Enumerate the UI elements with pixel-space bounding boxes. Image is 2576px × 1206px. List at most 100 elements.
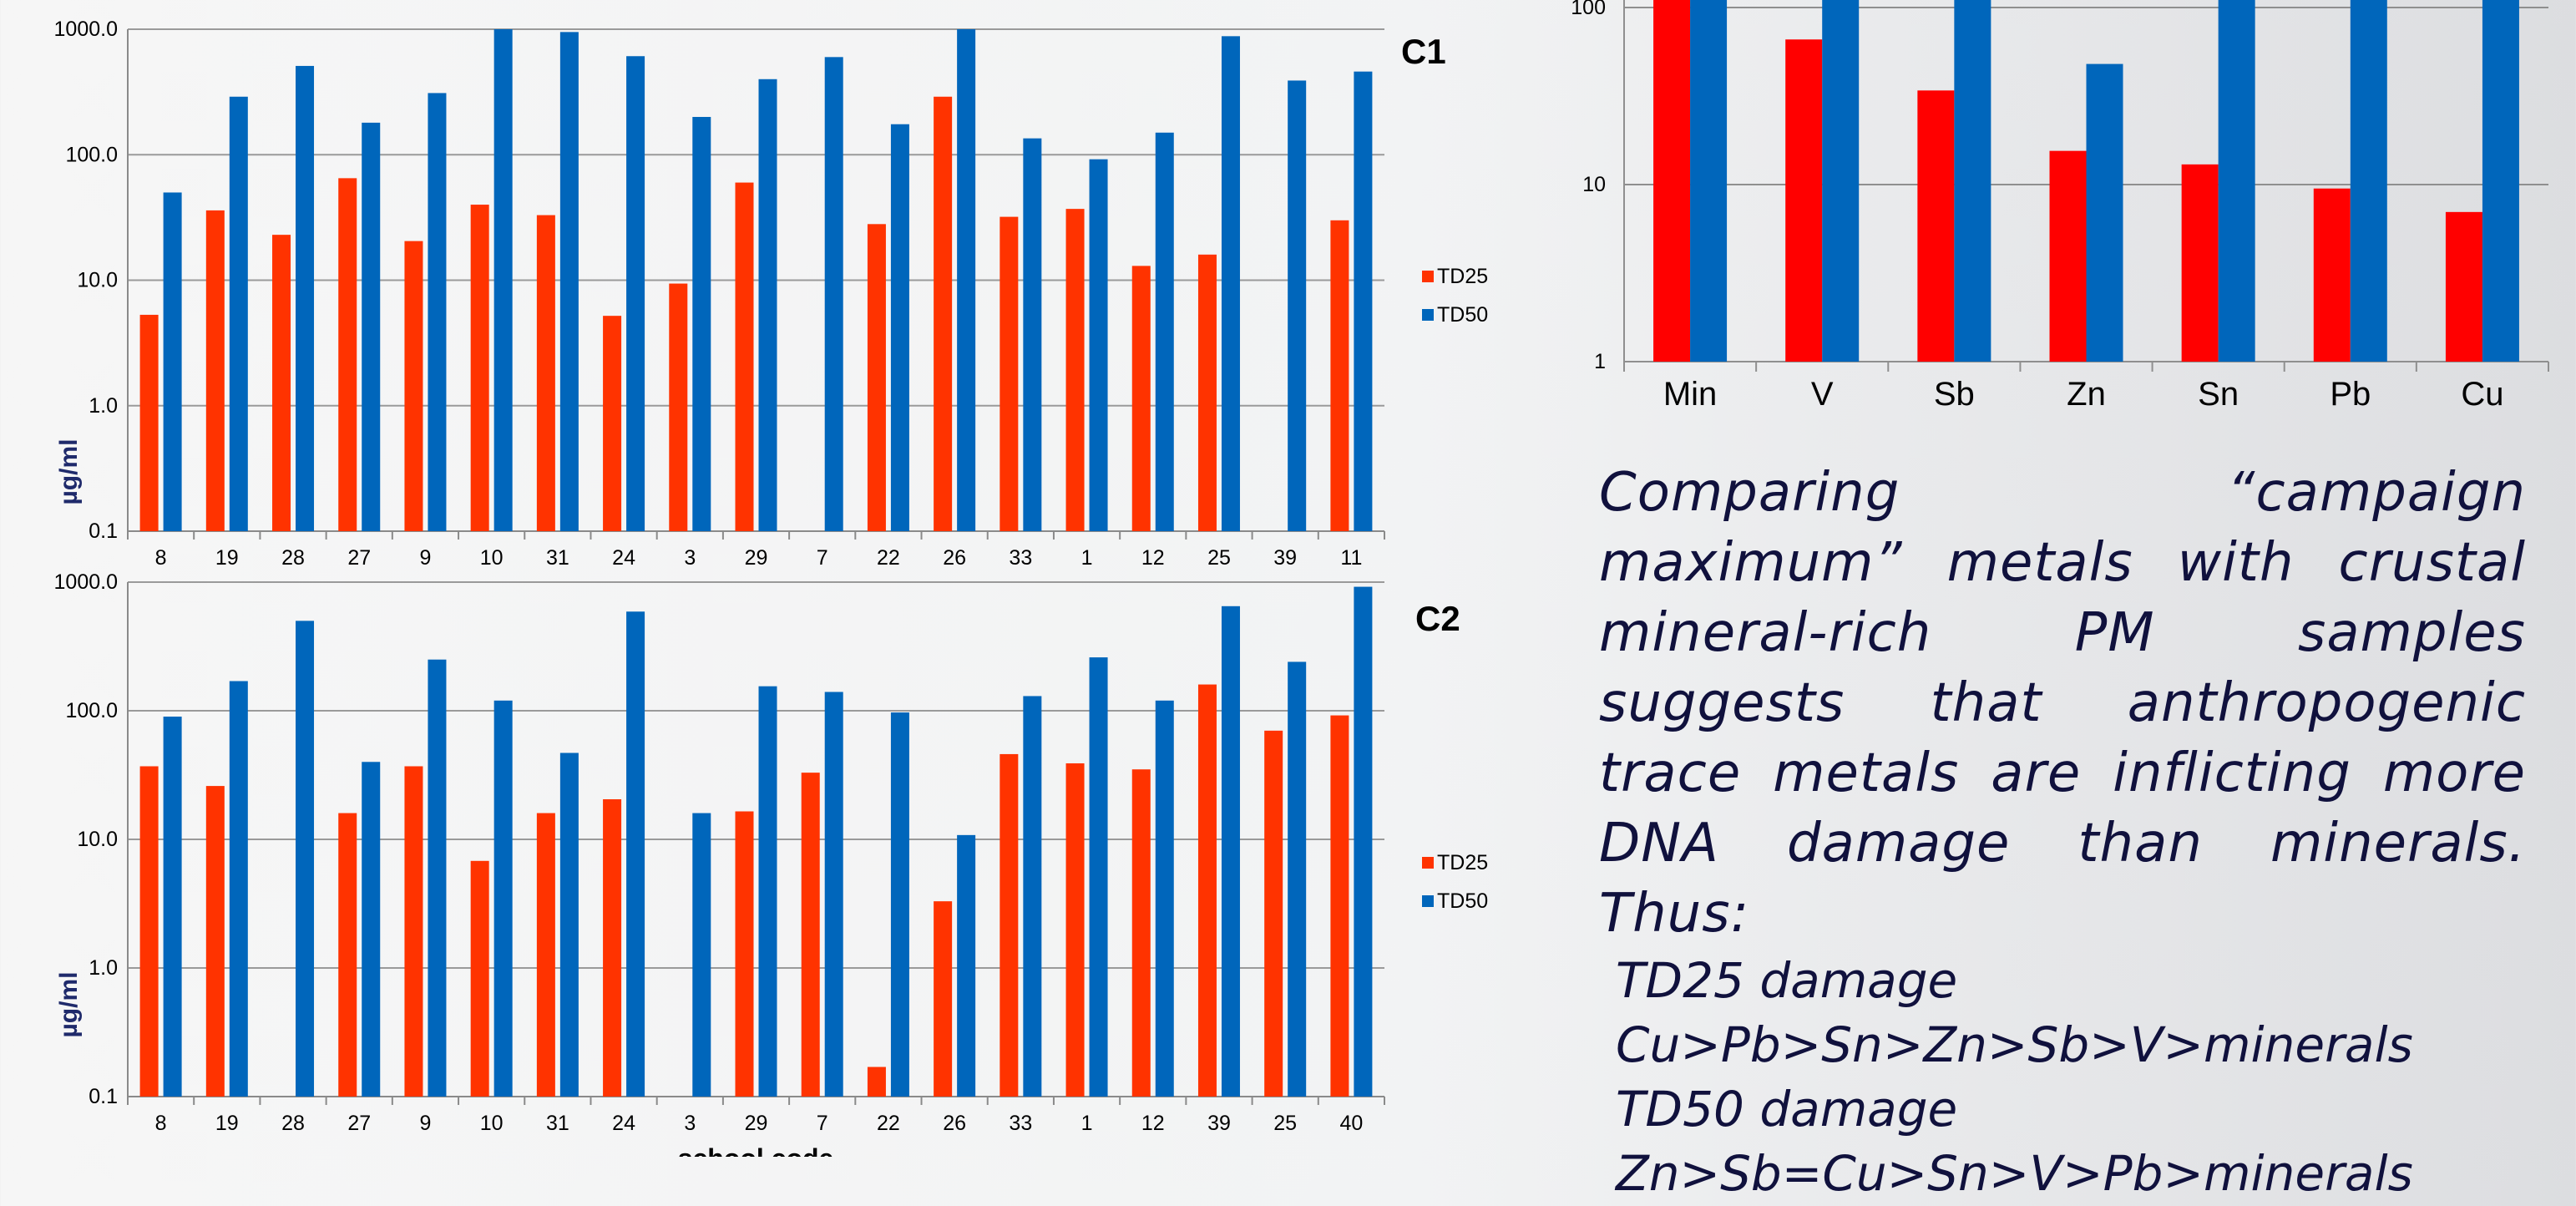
- x-tick-label: 12: [1141, 1112, 1165, 1135]
- chart-c1: 1000.0 100.0 10.0 1.0 0.1 8 19 28 27 9 10 31 24 3 29 7 2…: [54, 18, 1489, 570]
- bar-td25: [338, 178, 357, 531]
- bar-td25: [205, 210, 225, 532]
- bar-td50: [296, 621, 315, 1097]
- x-tick-label: 12: [1141, 546, 1165, 570]
- x-tick-label: 29: [745, 1112, 768, 1135]
- x-tick-label: 3: [684, 1112, 696, 1135]
- x-tick-label: 22: [877, 1112, 900, 1135]
- bar-td50: [957, 834, 976, 1097]
- td50-heading: TD50 damage: [1616, 1081, 1958, 1138]
- bar-td25: [338, 813, 357, 1097]
- bar-td25: [801, 773, 820, 1097]
- chart-c2: 1000.0 100.0 10.0 1.0 0.1 8 19 28 27 9 10 31 24 3 29 7 2…: [54, 570, 1489, 1157]
- x-tick-label: Pb: [2330, 376, 2371, 413]
- text-panel: Comparing “campaign maximum” metals with…: [1599, 458, 2526, 1206]
- bar-td25: [735, 811, 754, 1097]
- bar-td25: [603, 316, 622, 531]
- bar-blue: [2086, 63, 2123, 362]
- td25-order: Cu>Pb>Sn>Zn>Sb>V>minerals: [1616, 1016, 2413, 1073]
- x-tick-label: 33: [1009, 546, 1032, 570]
- x-tick-label: 19: [215, 546, 239, 570]
- bar-td50: [890, 124, 909, 532]
- bar-td25: [934, 901, 953, 1097]
- bar-td25: [536, 215, 555, 531]
- legend-swatch-td50: [1422, 895, 1434, 907]
- legend-label-td50: TD50: [1437, 303, 1488, 327]
- x-tick-label: Zn: [2067, 376, 2106, 413]
- bar-td25: [1197, 254, 1217, 531]
- bar-td50: [1354, 71, 1373, 531]
- bar-td50: [890, 712, 909, 1097]
- bar-td50: [758, 79, 777, 532]
- bar-td25: [404, 766, 423, 1097]
- x-tick-label: 40: [1339, 1112, 1363, 1135]
- x-tick-label: 7: [817, 1112, 828, 1135]
- x-tick-label: 10: [480, 1112, 504, 1135]
- x-tick-label: 39: [1273, 546, 1297, 570]
- x-tick-label: 31: [546, 546, 569, 570]
- x-tick-label: 33: [1009, 1112, 1032, 1135]
- bar-td50: [1288, 661, 1307, 1097]
- bar-red: [2049, 150, 2087, 362]
- bar-td50: [692, 117, 711, 531]
- x-axis-label: school code: [678, 1143, 834, 1157]
- bar-td25: [867, 224, 886, 531]
- bar-red: [1653, 0, 1691, 362]
- bar-td50: [229, 96, 248, 531]
- bar-td25: [139, 314, 159, 531]
- x-tick-label: Cu: [2461, 376, 2503, 413]
- x-tick-label: 27: [347, 1112, 371, 1135]
- y-axis-label: µg/ml: [55, 439, 83, 505]
- bar-td25: [867, 1067, 886, 1097]
- x-tick-label: 27: [347, 546, 371, 570]
- x-tick-label: 28: [281, 1112, 305, 1135]
- bar-td25: [139, 766, 159, 1097]
- y-tick-label: 1000.0: [54, 570, 118, 594]
- bar-td25: [1330, 715, 1349, 1097]
- bar-td50: [559, 32, 579, 531]
- x-tick-label: 19: [215, 1112, 239, 1135]
- bar-td25: [470, 205, 489, 532]
- x-tick-label: 26: [943, 1112, 966, 1135]
- x-tick-label: Sb: [1934, 376, 1975, 413]
- bar-blue: [1954, 0, 1991, 362]
- bar-td25: [1065, 763, 1085, 1097]
- x-tick-label: 11: [1340, 546, 1362, 570]
- bar-td50: [1089, 159, 1108, 532]
- bar-td25: [272, 235, 291, 531]
- bar-red: [2445, 211, 2482, 362]
- bar-blue: [2482, 0, 2519, 362]
- bar-td50: [428, 93, 447, 531]
- y-tick-label: 10.0: [77, 828, 118, 851]
- bar-td50: [559, 752, 579, 1097]
- y-tick-label: 10.0: [77, 269, 118, 292]
- y-tick-label: 100.0: [65, 699, 118, 722]
- bar-td50: [493, 700, 513, 1097]
- bar-td25: [1000, 216, 1019, 531]
- bar-td50: [626, 56, 645, 531]
- bar-td50: [1023, 138, 1042, 531]
- bar-red: [2181, 164, 2219, 362]
- x-tick-label: V: [1811, 376, 1834, 413]
- bar-td50: [229, 681, 248, 1097]
- chart-title: C1: [1401, 32, 1446, 71]
- bar-td50: [163, 192, 182, 532]
- bar-red: [1917, 90, 1955, 362]
- bar-td25: [536, 813, 555, 1097]
- bar-red: [1785, 39, 1823, 362]
- bar-td25: [669, 283, 688, 531]
- bar-td25: [404, 241, 423, 531]
- bar-td25: [1065, 209, 1085, 531]
- bar-td50: [296, 65, 315, 532]
- bar-td25: [1330, 220, 1349, 531]
- x-tick-label: 24: [612, 546, 635, 570]
- bar-blue: [2218, 0, 2255, 362]
- bar-red: [2313, 188, 2351, 362]
- conclusion-paragraph: Comparing “campaign maximum” metals with…: [1599, 462, 2526, 945]
- bar-td50: [1089, 657, 1108, 1097]
- legend-label-td25: TD25: [1437, 265, 1488, 288]
- bar-td50: [957, 29, 976, 531]
- x-tick-label: 9: [419, 546, 431, 570]
- bar-td50: [1221, 606, 1240, 1097]
- x-tick-label: 25: [1273, 1112, 1297, 1135]
